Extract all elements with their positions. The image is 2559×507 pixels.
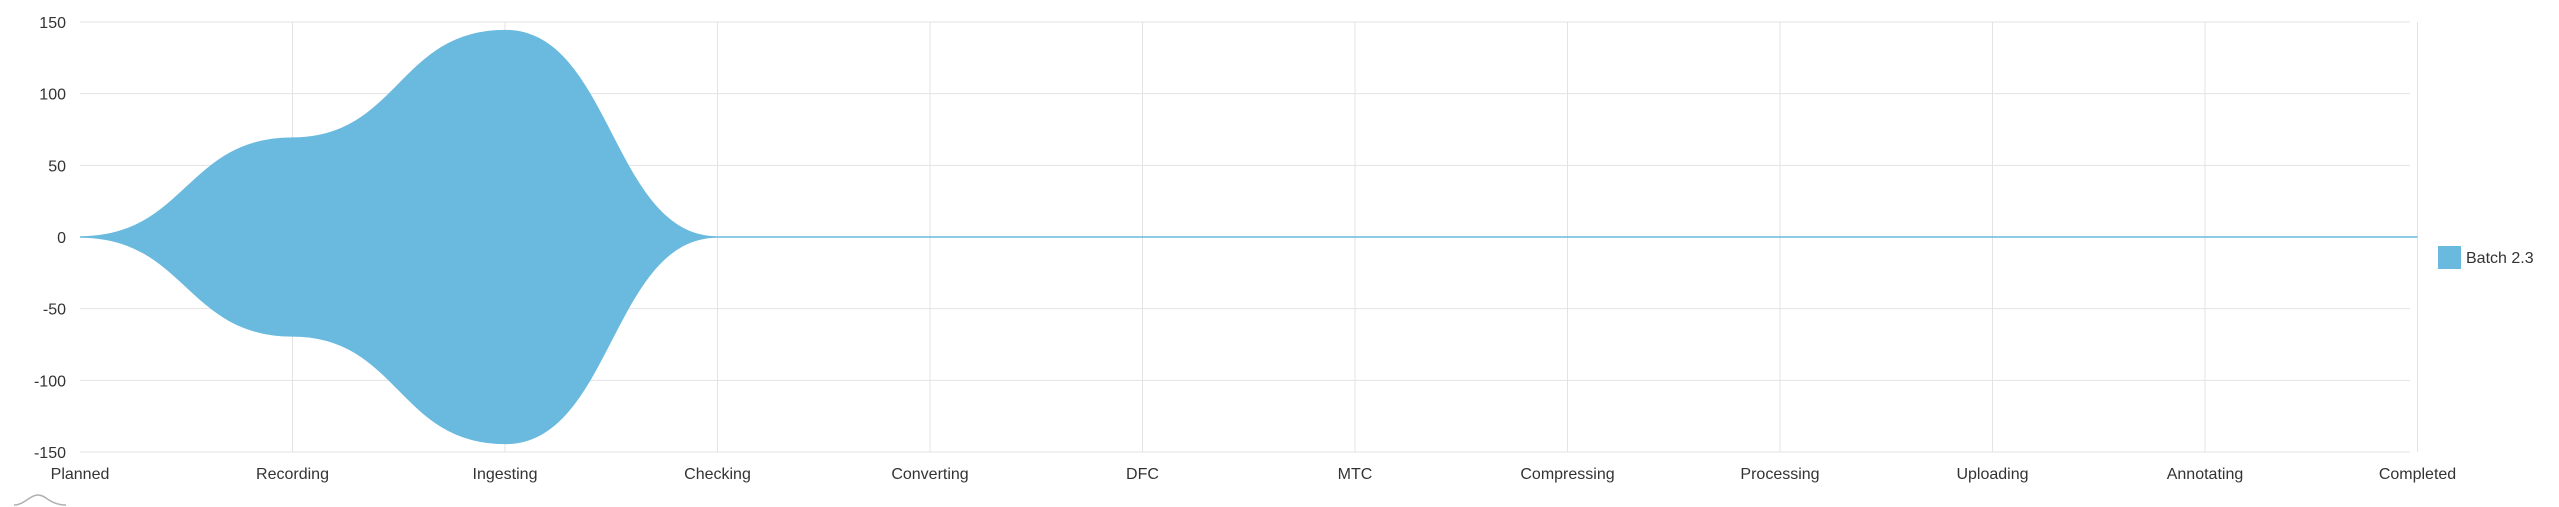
y-axis: 150 100 50 0 -50 -100 -150 — [34, 15, 66, 462]
data-point[interactable] — [2415, 234, 2421, 240]
data-point[interactable] — [290, 234, 296, 240]
legend-swatch-batch[interactable] — [2438, 246, 2461, 269]
y-tick-label: 100 — [39, 87, 66, 104]
data-point[interactable] — [1990, 234, 1996, 240]
scrollbar-preview-icon[interactable] — [13, 494, 67, 506]
y-tick-label: -100 — [34, 373, 66, 390]
x-tick-label: MTC — [1338, 466, 1373, 483]
x-tick-label: Recording — [256, 466, 329, 483]
data-point[interactable] — [715, 234, 721, 240]
y-tick-label: 0 — [57, 230, 66, 247]
x-tick-label: Annotating — [2167, 466, 2244, 483]
x-tick-label: Checking — [684, 466, 751, 483]
data-point[interactable] — [1777, 234, 1783, 240]
data-point[interactable] — [1352, 234, 1358, 240]
x-tick-label: Processing — [1740, 466, 1819, 483]
data-point[interactable] — [1140, 234, 1146, 240]
x-tick-label: Compressing — [1520, 466, 1614, 483]
legend[interactable]: Batch 2.3 — [2438, 246, 2534, 269]
x-tick-label: DFC — [1126, 466, 1159, 483]
x-tick-label: Completed — [2379, 466, 2456, 483]
data-point[interactable] — [927, 234, 933, 240]
y-tick-label: 150 — [39, 15, 66, 32]
legend-label-batch[interactable]: Batch 2.3 — [2466, 250, 2534, 267]
y-tick-label: -150 — [34, 445, 66, 462]
data-point[interactable] — [502, 234, 508, 240]
x-axis: Planned Recording Ingesting Checking Convert… — [51, 466, 2457, 483]
x-tick-label: Planned — [51, 466, 110, 483]
x-tick-label: Uploading — [1956, 466, 2028, 483]
series-layer — [77, 29, 2421, 445]
y-tick-label: -50 — [43, 302, 66, 319]
series-area-batch[interactable] — [79, 29, 2418, 445]
x-tick-label: Converting — [891, 466, 968, 483]
data-point[interactable] — [77, 234, 83, 240]
data-point[interactable] — [1565, 234, 1571, 240]
y-tick-label: 50 — [48, 158, 66, 175]
data-point[interactable] — [2202, 234, 2208, 240]
x-tick-label: Ingesting — [473, 466, 538, 483]
